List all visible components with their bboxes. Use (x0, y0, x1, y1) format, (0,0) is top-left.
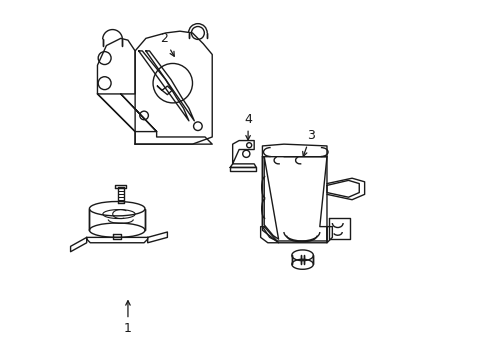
Text: 4: 4 (244, 113, 251, 140)
Text: 1: 1 (124, 301, 132, 335)
Text: 3: 3 (302, 129, 314, 156)
Text: 2: 2 (160, 32, 174, 56)
